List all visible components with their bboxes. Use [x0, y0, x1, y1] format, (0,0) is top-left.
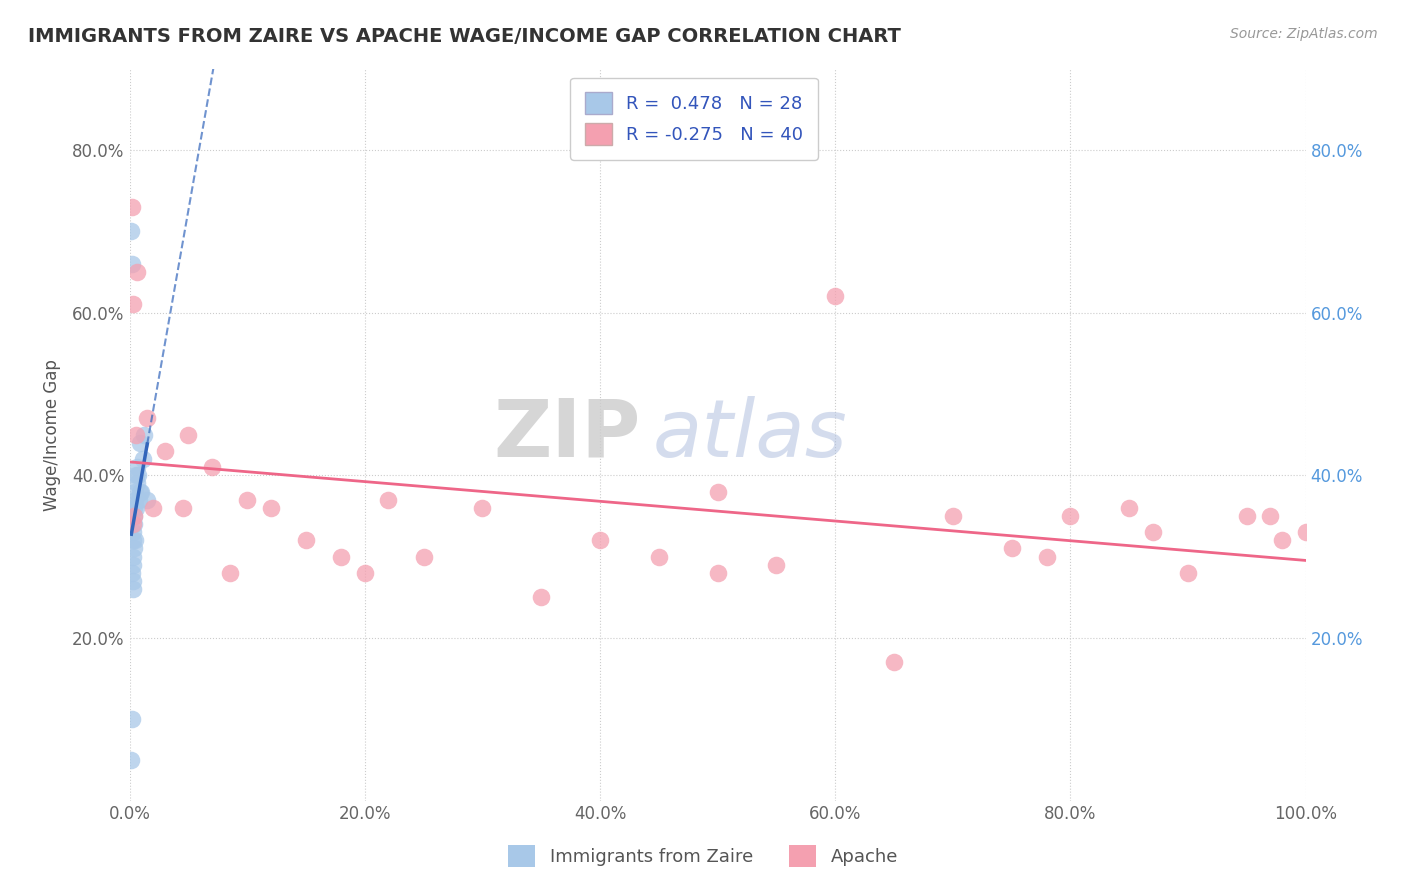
Point	[125, 476, 148, 491]
Point	[128, 484, 150, 499]
Point	[942, 508, 965, 523]
Point	[824, 289, 846, 303]
Legend: R =  0.478   N = 28, R = -0.275   N = 40: R = 0.478 N = 28, R = -0.275 N = 40	[571, 78, 818, 160]
Point	[124, 484, 146, 499]
Point	[1059, 508, 1081, 523]
Point	[260, 500, 283, 515]
Point	[128, 492, 150, 507]
Legend: Immigrants from Zaire, Apache: Immigrants from Zaire, Apache	[501, 838, 905, 874]
Point	[125, 468, 148, 483]
Point	[121, 712, 143, 726]
Point	[125, 500, 148, 515]
Point	[129, 435, 152, 450]
Point	[125, 265, 148, 279]
Point	[122, 516, 145, 531]
Y-axis label: Wage/Income Gap: Wage/Income Gap	[44, 359, 60, 510]
Point	[124, 500, 146, 515]
Point	[120, 224, 142, 238]
Point	[121, 200, 143, 214]
Point	[1271, 533, 1294, 548]
Point	[121, 582, 143, 596]
Point	[122, 525, 145, 540]
Point	[530, 591, 553, 605]
Point	[201, 460, 224, 475]
Point	[121, 566, 143, 580]
Point	[1118, 500, 1140, 515]
Point	[1142, 525, 1164, 540]
Point	[471, 500, 494, 515]
Point	[295, 533, 318, 548]
Point	[236, 492, 259, 507]
Point	[1295, 525, 1317, 540]
Point	[172, 500, 194, 515]
Point	[177, 427, 200, 442]
Point	[883, 656, 905, 670]
Point	[1036, 549, 1059, 564]
Point	[125, 427, 148, 442]
Point	[132, 427, 155, 442]
Point	[124, 533, 146, 548]
Point	[127, 460, 149, 475]
Point	[1258, 508, 1281, 523]
Point	[765, 558, 787, 572]
Point	[121, 516, 143, 531]
Point	[1177, 566, 1199, 580]
Point	[131, 484, 153, 499]
Point	[136, 411, 159, 425]
Point	[412, 549, 434, 564]
Text: atlas: atlas	[652, 395, 848, 474]
Point	[120, 753, 142, 767]
Point	[218, 566, 240, 580]
Point	[330, 549, 353, 564]
Point	[122, 297, 145, 311]
Text: IMMIGRANTS FROM ZAIRE VS APACHE WAGE/INCOME GAP CORRELATION CHART: IMMIGRANTS FROM ZAIRE VS APACHE WAGE/INC…	[28, 27, 901, 45]
Point	[122, 541, 145, 556]
Point	[142, 500, 165, 515]
Point	[124, 508, 146, 523]
Point	[353, 566, 375, 580]
Point	[122, 558, 145, 572]
Point	[122, 508, 145, 523]
Point	[121, 257, 143, 271]
Text: Source: ZipAtlas.com: Source: ZipAtlas.com	[1230, 27, 1378, 41]
Point	[153, 443, 176, 458]
Point	[122, 574, 145, 588]
Point	[377, 492, 399, 507]
Point	[706, 566, 728, 580]
Point	[1000, 541, 1022, 556]
Point	[648, 549, 671, 564]
Text: ZIP: ZIP	[494, 395, 641, 474]
Point	[127, 468, 149, 483]
Point	[122, 549, 145, 564]
Point	[122, 533, 145, 548]
Point	[589, 533, 612, 548]
Point	[124, 492, 146, 507]
Point	[1236, 508, 1258, 523]
Point	[706, 484, 728, 499]
Point	[131, 452, 153, 467]
Point	[136, 492, 159, 507]
